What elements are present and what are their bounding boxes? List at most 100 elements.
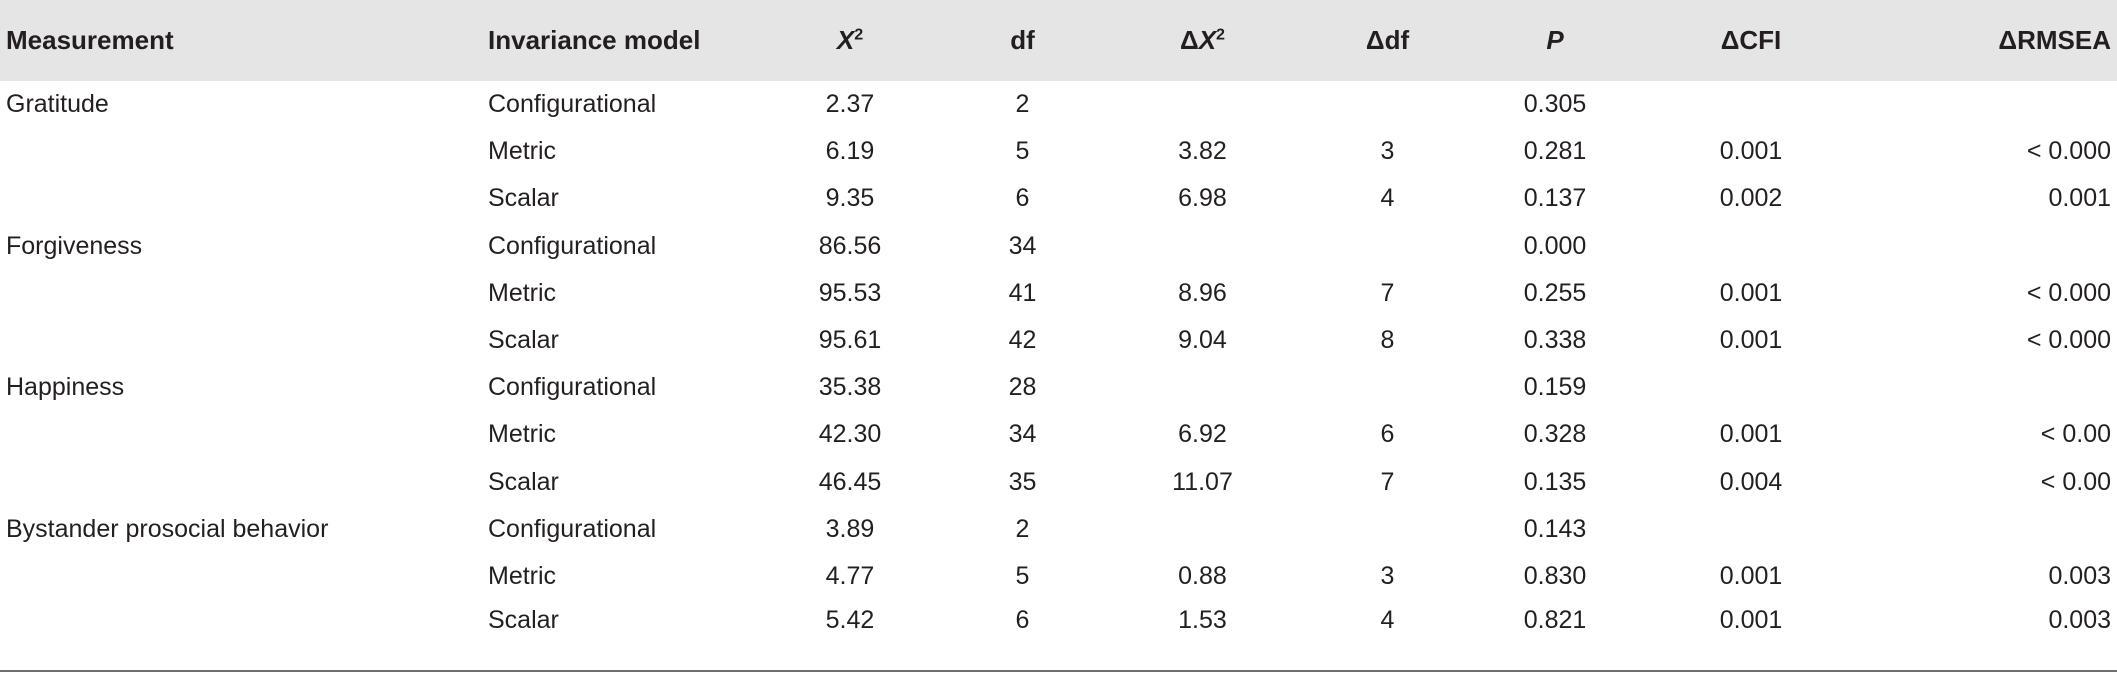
header-chi-square-symbol: X (836, 25, 855, 55)
cell-delta-df: 4 (1380, 606, 1395, 635)
header-delta-chi-square: ΔX2 (1110, 0, 1295, 81)
cell-df: 41 (1008, 278, 1037, 307)
cell-delta-chi-square: 8.96 (1178, 278, 1227, 307)
header-delta-rmsea: ΔRMSEA (1998, 25, 2111, 55)
cell-df: 35 (1008, 467, 1037, 496)
cell-delta-rmsea: 0.003 (2048, 606, 2111, 635)
cell-delta-chi-square (1110, 506, 1295, 553)
header-row: Measurement Invariance model X2 df ΔX2 Δ… (0, 0, 2117, 81)
header-measurement: Measurement (6, 25, 174, 55)
cell-delta-df: 8 (1380, 326, 1395, 355)
cell-measurement: Bystander prosocial behavior (6, 514, 329, 543)
cell-measurement: Happiness (6, 373, 125, 402)
cell-df: 6 (1015, 606, 1030, 635)
cell-model: Configurational (488, 231, 657, 260)
cell-delta-cfi: 0.001 (1719, 326, 1783, 355)
cell-delta-rmsea: 0.003 (2048, 561, 2111, 590)
header-delta-cfi: ΔCFI (1720, 25, 1782, 55)
cell-delta-cfi (1630, 81, 1872, 128)
cell-model: Metric (488, 561, 557, 590)
cell-delta-chi-square: 1.53 (1178, 606, 1227, 635)
cell-chi-square: 95.53 (818, 278, 882, 307)
cell-measurement (0, 270, 485, 317)
cell-delta-rmsea (1872, 364, 2117, 411)
cell-measurement (0, 553, 485, 600)
cell-chi-square: 95.61 (818, 326, 882, 355)
table-body: Gratitude Configurational 2.37 2 0.305 M… (0, 81, 2117, 647)
table-row: Gratitude Configurational 2.37 2 0.305 (0, 81, 2117, 128)
cell-model: Scalar (488, 606, 559, 635)
header-delta-df-text: df (1384, 25, 1410, 55)
cell-model: Scalar (488, 184, 559, 213)
cell-delta-rmsea: < 0.000 (2026, 326, 2111, 355)
cell-delta-df: 7 (1380, 467, 1395, 496)
cell-measurement (0, 411, 485, 458)
cell-chi-square: 6.19 (825, 137, 875, 166)
cell-delta-df: 3 (1380, 561, 1395, 590)
cell-delta-df (1295, 81, 1480, 128)
cell-delta-df: 6 (1380, 420, 1395, 449)
cell-p: 0.255 (1523, 278, 1587, 307)
cell-df: 6 (1015, 184, 1030, 213)
cell-delta-chi-square: 11.07 (1172, 467, 1233, 496)
table-row: Metric 4.77 5 0.88 3 0.830 0.001 0.003 (0, 553, 2117, 600)
cell-model: Configurational (488, 514, 657, 543)
cell-p: 0.159 (1523, 373, 1587, 402)
header-p: P (1546, 25, 1564, 55)
cell-df: 5 (1015, 561, 1030, 590)
cell-delta-cfi: 0.001 (1719, 137, 1783, 166)
header-delta-df-symbol: Δ (1365, 25, 1385, 55)
cell-df: 2 (1015, 514, 1030, 543)
cell-delta-cfi: 0.001 (1719, 278, 1783, 307)
cell-delta-rmsea (1872, 223, 2117, 270)
table-row: Scalar 9.35 6 6.98 4 0.137 0.002 0.001 (0, 175, 2117, 222)
cell-model: Metric (488, 420, 557, 449)
cell-model: Configurational (488, 373, 657, 402)
cell-p: 0.821 (1523, 606, 1587, 635)
cell-model: Metric (488, 278, 557, 307)
cell-delta-rmsea: 0.001 (2048, 184, 2111, 213)
cell-delta-cfi: 0.001 (1719, 561, 1783, 590)
cell-p: 0.143 (1523, 514, 1587, 543)
cell-chi-square: 42.30 (818, 420, 882, 449)
header-delta-chi-square-sup: 2 (1216, 25, 1225, 44)
cell-p: 0.137 (1523, 184, 1587, 213)
table-row: Scalar 5.42 6 1.53 4 0.821 0.001 0.003 (0, 600, 2117, 647)
table-bottom-rule (0, 670, 2117, 672)
cell-model: Scalar (488, 467, 559, 496)
cell-df: 34 (1008, 231, 1037, 260)
cell-delta-chi-square: 6.92 (1178, 420, 1227, 449)
header-df: df (1010, 25, 1035, 55)
cell-measurement (0, 128, 485, 175)
cell-delta-cfi (1630, 506, 1872, 553)
cell-p: 0.338 (1523, 326, 1587, 355)
header-delta-chi-square-symbol: X (1198, 25, 1217, 55)
cell-delta-rmsea (1872, 81, 2117, 128)
cell-chi-square: 4.77 (825, 561, 875, 590)
cell-measurement: Gratitude (6, 90, 109, 119)
cell-delta-chi-square: 3.82 (1178, 137, 1227, 166)
cell-delta-df: 7 (1380, 278, 1395, 307)
cell-df: 28 (1008, 373, 1037, 402)
cell-df: 42 (1008, 326, 1037, 355)
cell-delta-df (1295, 364, 1480, 411)
cell-chi-square: 86.56 (818, 231, 882, 260)
cell-delta-cfi: 0.001 (1719, 420, 1783, 449)
table-row: Scalar 46.45 35 11.07 7 0.135 0.004 < 0.… (0, 459, 2117, 506)
cell-delta-df: 4 (1380, 184, 1395, 213)
cell-measurement (0, 175, 485, 222)
cell-chi-square: 35.38 (818, 373, 882, 402)
cell-measurement: Forgiveness (6, 231, 143, 260)
cell-p: 0.135 (1523, 467, 1587, 496)
cell-delta-rmsea: < 0.000 (2026, 137, 2111, 166)
table-row: Happiness Configurational 35.38 28 0.159 (0, 364, 2117, 411)
cell-delta-df: 3 (1380, 137, 1395, 166)
cell-delta-chi-square (1110, 364, 1295, 411)
cell-measurement (0, 317, 485, 364)
header-delta-symbol: Δ (1180, 25, 1199, 55)
cell-delta-rmsea: < 0.000 (2026, 278, 2111, 307)
table-row: Scalar 95.61 42 9.04 8 0.338 0.001 < 0.0… (0, 317, 2117, 364)
cell-p: 0.830 (1523, 561, 1587, 590)
cell-p: 0.305 (1523, 90, 1587, 119)
